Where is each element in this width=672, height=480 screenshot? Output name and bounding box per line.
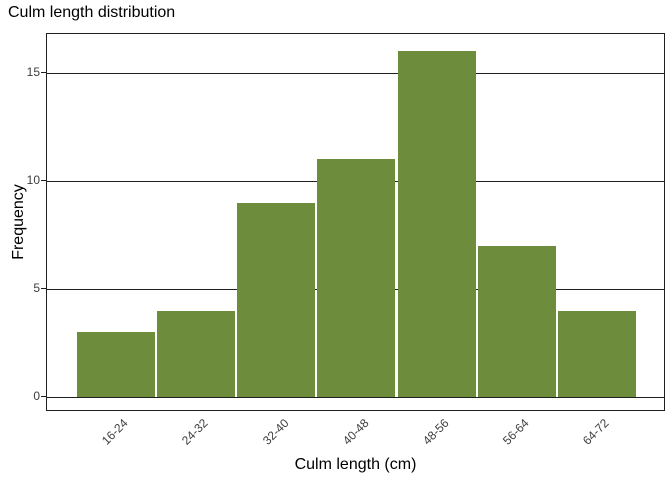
y-tick-label-10: 10 [26,172,40,187]
x-tick-label-64-72: 64-72 [580,416,612,448]
x-tick-label-32-40: 32-40 [259,416,292,448]
y-axis-title: Frequency [10,184,27,260]
y-tick-label-0: 0 [33,388,40,403]
y-tick-15 [41,71,46,73]
x-tick-label-40-48: 40-48 [339,416,372,448]
y-tick-0 [41,395,46,397]
bar-32-40 [237,202,316,397]
bar-16-24 [77,332,156,397]
chart-title: Culm length distribution [8,4,176,21]
bar-40-48 [317,159,396,397]
y-tick-label-5: 5 [33,280,40,295]
plot-area [46,33,665,411]
bar-56-64 [477,245,556,397]
x-axis-title: Culm length (cm) [294,456,417,473]
bar-24-32 [157,310,236,397]
y-tick-5 [41,287,46,289]
bar-64-72 [557,310,636,397]
x-tick-label-24-32: 24-32 [179,416,212,448]
y-gridline-0 [47,396,664,398]
bar-48-56 [397,51,476,397]
x-tick-label-16-24: 16-24 [99,416,131,448]
y-tick-10 [41,179,46,181]
x-tick-label-48-56: 48-56 [419,416,452,448]
x-tick-label-56-64: 56-64 [500,416,532,448]
y-gridline-15 [47,72,664,74]
y-tick-label-15: 15 [26,64,40,79]
